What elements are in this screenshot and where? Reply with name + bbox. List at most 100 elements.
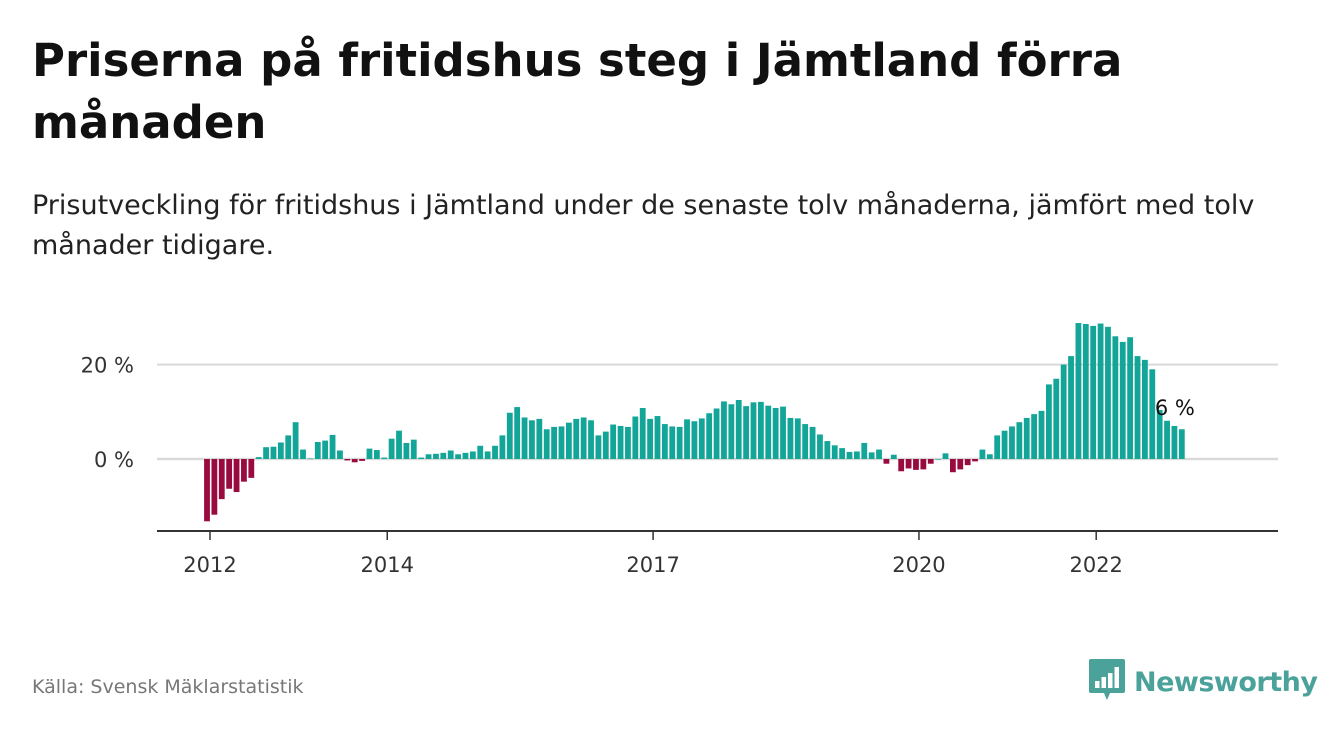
bar — [949, 459, 956, 473]
bar — [447, 450, 454, 459]
bar — [1171, 425, 1178, 459]
bar — [1097, 323, 1104, 459]
bars — [204, 323, 1185, 522]
bar — [1038, 410, 1045, 459]
bar — [765, 405, 772, 459]
bar — [831, 445, 838, 459]
bar — [691, 421, 698, 459]
bar — [1141, 359, 1148, 459]
bar — [1082, 324, 1089, 459]
bar — [248, 459, 255, 478]
labels: 6 % — [1155, 396, 1195, 420]
bar — [307, 458, 314, 460]
bar — [942, 453, 949, 459]
bar — [772, 408, 779, 459]
bar — [366, 448, 373, 459]
bar — [986, 454, 993, 459]
y-tick-label: 0 % — [94, 448, 134, 472]
bar — [964, 459, 971, 466]
bar — [1053, 378, 1060, 459]
bar — [344, 459, 351, 461]
bar — [396, 430, 402, 459]
bar — [337, 450, 343, 459]
bar — [1031, 414, 1038, 459]
bar — [573, 418, 580, 459]
bar — [972, 459, 978, 462]
bar — [617, 425, 624, 459]
bar — [359, 459, 365, 461]
bar — [979, 449, 986, 459]
bar — [477, 445, 484, 459]
bar — [425, 454, 432, 459]
bar — [588, 420, 594, 459]
bar — [935, 459, 942, 460]
bar — [1149, 369, 1156, 459]
bar — [780, 406, 786, 459]
x-tick-label: 2020 — [892, 553, 945, 577]
bar — [381, 457, 388, 459]
bar — [610, 424, 617, 459]
bar — [1001, 430, 1008, 459]
bar — [853, 451, 860, 459]
bar — [1023, 417, 1030, 459]
bar — [994, 435, 1001, 459]
bar — [270, 446, 277, 459]
bar — [602, 431, 609, 459]
bar — [898, 459, 905, 472]
bar — [824, 441, 831, 459]
bar — [543, 429, 550, 459]
bar — [684, 419, 690, 459]
bar — [728, 404, 735, 459]
bar — [440, 452, 447, 459]
bar — [713, 408, 720, 459]
bar — [285, 435, 292, 459]
bar — [1068, 356, 1074, 459]
bar — [669, 426, 676, 459]
bar — [757, 401, 764, 459]
bar — [839, 448, 846, 459]
bar — [314, 442, 321, 459]
bar — [418, 457, 425, 459]
bar — [469, 451, 476, 459]
bar — [927, 459, 934, 464]
bar — [551, 426, 557, 459]
bar — [647, 418, 653, 459]
x-axis: 2012 2014 2017 2020 2022 — [157, 530, 1278, 577]
bar — [905, 459, 912, 469]
bar — [706, 413, 713, 459]
bar — [211, 459, 218, 515]
bar — [233, 459, 240, 493]
bar — [241, 459, 247, 482]
source-note: Källa: Svensk Mäklarstatistik — [32, 676, 304, 698]
bar — [809, 426, 816, 459]
bar — [1156, 409, 1163, 459]
bar — [514, 407, 521, 459]
bar — [743, 406, 750, 459]
bar — [632, 416, 639, 459]
bar — [1134, 356, 1141, 459]
bar — [506, 412, 513, 459]
bar — [721, 401, 727, 459]
chart-subtitle: Prisutveckling för fritidshus i Jämtland… — [32, 190, 1255, 261]
chart-title: Priserna på fritidshus steg i Jämtland f… — [32, 34, 1123, 149]
bar — [410, 439, 417, 459]
bar — [1127, 337, 1134, 459]
brand-name: Newsworthy — [1134, 666, 1318, 698]
bar-chart-speech-bubble-icon — [1088, 658, 1126, 706]
bar — [536, 418, 543, 459]
y-tick-label: 20 % — [81, 354, 134, 378]
bar — [204, 459, 210, 522]
bar — [876, 449, 882, 459]
bar — [735, 400, 742, 459]
bar — [484, 451, 491, 459]
newsworthy-logo[interactable]: Newsworthy — [1088, 658, 1318, 706]
bar — [565, 422, 572, 459]
bar — [957, 459, 964, 470]
bar — [868, 452, 875, 459]
bar — [913, 459, 919, 470]
bar — [499, 435, 506, 459]
bar — [521, 417, 528, 459]
bar — [1090, 325, 1097, 459]
bar — [1009, 426, 1015, 459]
